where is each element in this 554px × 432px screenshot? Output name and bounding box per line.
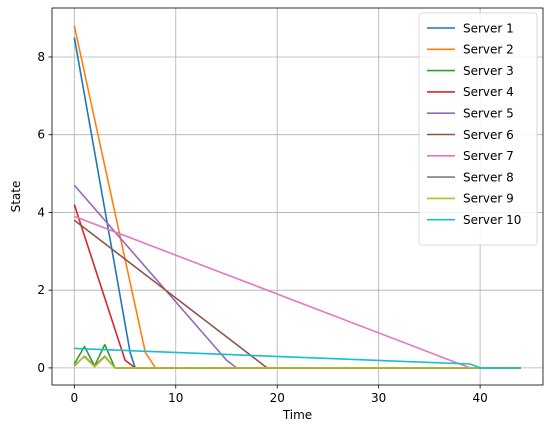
series-line-3 <box>73 343 521 369</box>
series-line-9 <box>73 356 521 369</box>
legend-label: Server 2 <box>463 43 514 57</box>
legend-label: Server 7 <box>463 149 514 163</box>
x-tick-label: 20 <box>270 391 285 405</box>
x-axis-label: Time <box>282 408 312 422</box>
y-tick-label: 0 <box>37 361 45 375</box>
x-tick-label: 10 <box>168 391 183 405</box>
x-tick-label: 30 <box>371 391 386 405</box>
legend-label: Server 3 <box>463 64 514 78</box>
legend-label: Server 6 <box>463 128 514 142</box>
y-tick-label: 8 <box>37 50 45 64</box>
ticks: 0 10 20 30 40 0 2 4 6 8 <box>37 50 487 405</box>
legend-label: Server 1 <box>463 21 514 35</box>
x-tick-label: 0 <box>70 391 78 405</box>
series-lines <box>73 25 521 369</box>
legend-label: Server 5 <box>463 107 514 121</box>
legend-label: Server 8 <box>463 170 514 184</box>
legend: Server 1 Server 2 Server 3 Server 4 Server 5… <box>418 12 538 246</box>
legend-label: Server 9 <box>463 192 514 206</box>
y-tick-label: 2 <box>37 283 45 297</box>
y-tick-label: 4 <box>37 205 45 219</box>
y-axis-label: State <box>9 181 23 213</box>
legend-label: Server 4 <box>463 85 514 99</box>
legend-label: Server 10 <box>463 213 521 227</box>
x-tick-label: 40 <box>472 391 487 405</box>
series-line-10 <box>74 347 521 369</box>
y-tick-label: 6 <box>37 128 45 142</box>
plot-frame <box>51 7 544 386</box>
